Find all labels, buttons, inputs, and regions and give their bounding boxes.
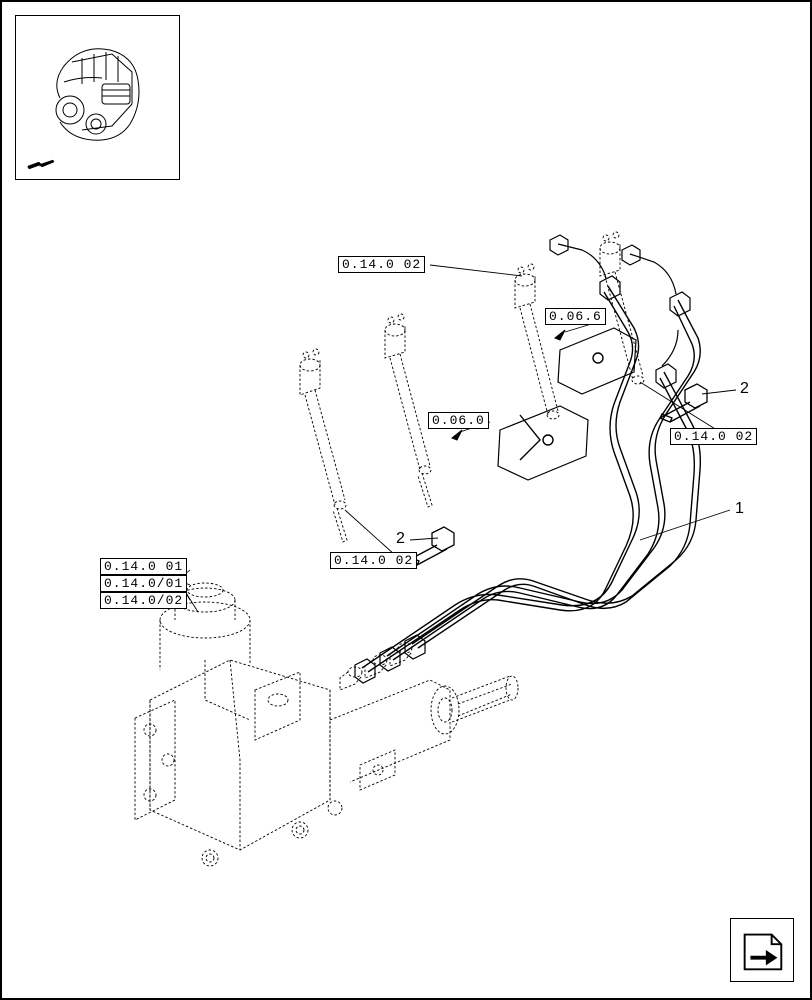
ref-066: 0.06.6 bbox=[545, 308, 606, 325]
ref-060: 0.06.0 bbox=[428, 412, 489, 429]
callout-1: 1 bbox=[735, 500, 744, 518]
ref-01402-top: 0.14.0 02 bbox=[338, 256, 425, 273]
next-page-icon-box[interactable] bbox=[730, 918, 794, 982]
next-page-arrow-icon bbox=[735, 923, 789, 977]
ref-01402-lower: 0.14.0 02 bbox=[330, 552, 417, 569]
parts-diagram bbox=[0, 0, 812, 1000]
ref-01402-right: 0.14.0 02 bbox=[670, 428, 757, 445]
callout-2-left: 2 bbox=[396, 530, 405, 548]
ref-01401: 0.14.0 01 bbox=[100, 558, 187, 575]
callout-2-right: 2 bbox=[740, 380, 749, 398]
ref-01401-slash: 0.14.0/01 bbox=[100, 575, 187, 592]
ref-01402-slash: 0.14.0/02 bbox=[100, 592, 187, 609]
